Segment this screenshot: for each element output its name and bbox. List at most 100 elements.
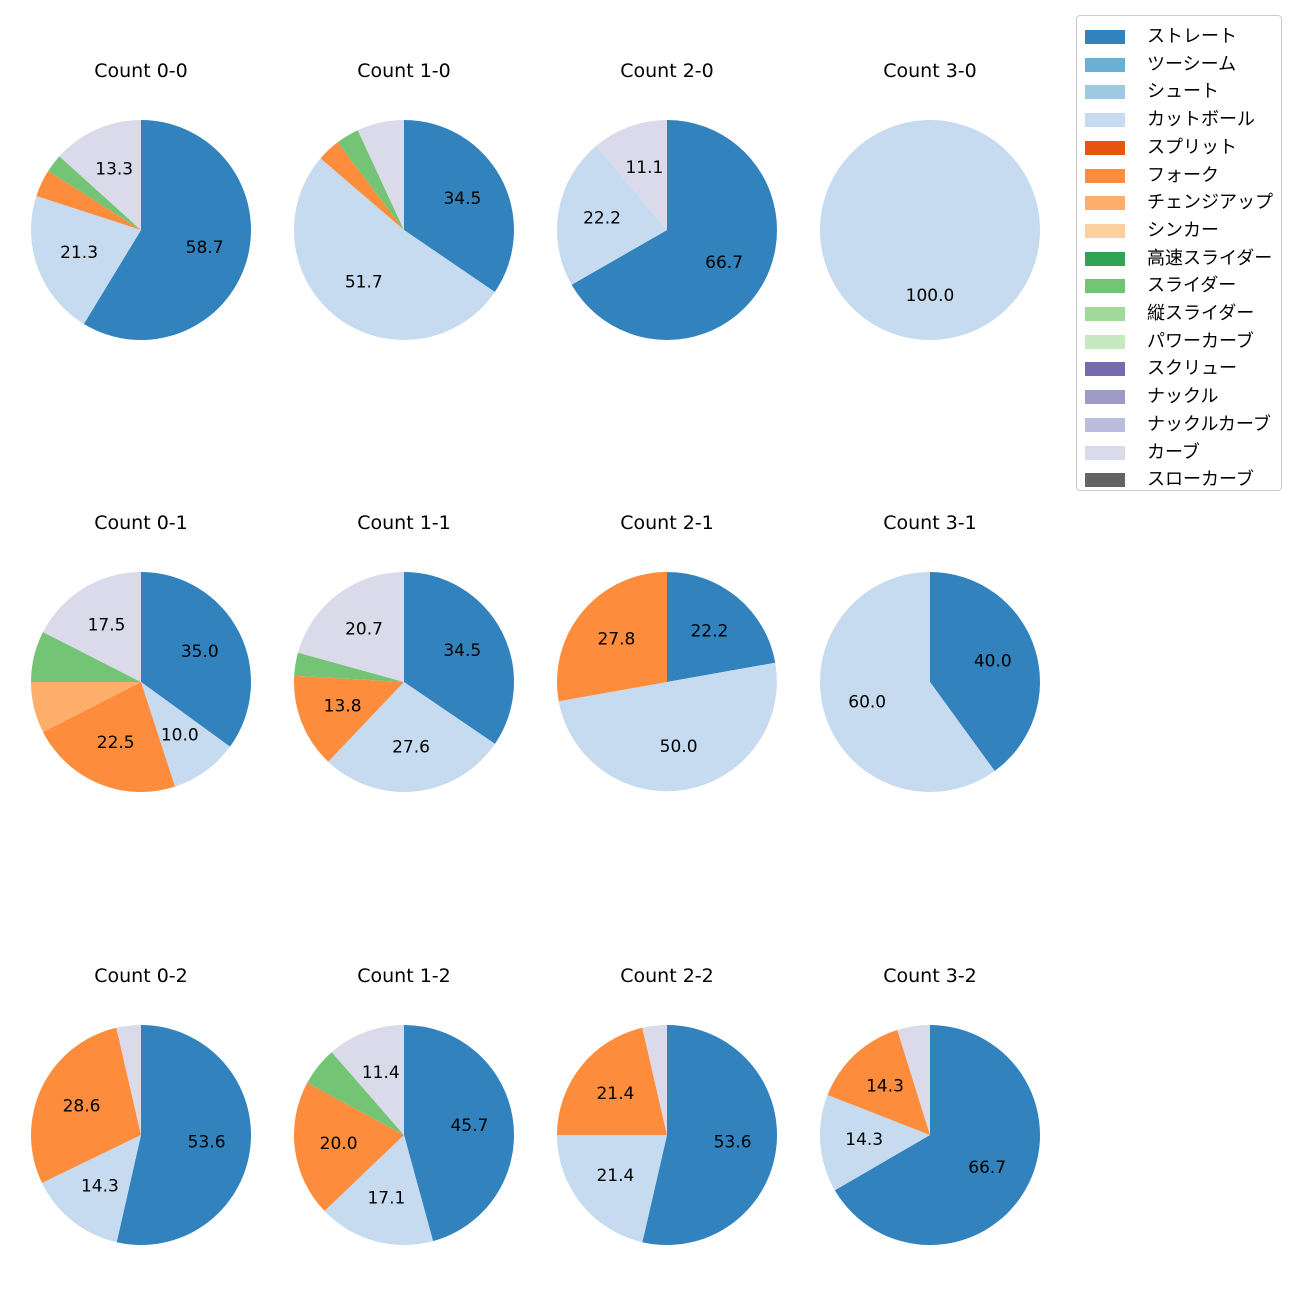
pie-slice [328, 682, 495, 792]
slice-label: 14.3 [866, 1077, 904, 1097]
pie-slice [404, 120, 514, 293]
slice-label: 35.0 [181, 642, 219, 662]
legend-label: シュート [1147, 81, 1219, 103]
slice-label: 45.7 [450, 1116, 488, 1136]
pie-chart: Count 2-1 22.2 50.0 27.8 [557, 512, 777, 792]
pie-slice [297, 572, 404, 682]
slice-label: 66.7 [705, 253, 743, 273]
legend-item: スクリュー [1085, 356, 1281, 380]
legend-swatch [1085, 223, 1125, 238]
pie-title: Count 1-1 [357, 512, 451, 534]
slice-label: 40.0 [974, 652, 1012, 672]
legend-swatch [1085, 251, 1125, 266]
legend-swatch [1085, 307, 1125, 321]
pie-slice [357, 120, 404, 230]
pie-slice [42, 682, 175, 793]
pie-slice [320, 142, 404, 230]
legend-label: チェンジアップ [1147, 192, 1273, 214]
legend-item: シンカー [1085, 218, 1281, 242]
slice-label: 53.6 [188, 1132, 226, 1152]
pie-title: Count 0-1 [94, 512, 188, 534]
legend-label: ストレート [1147, 26, 1237, 47]
legend-label: パワーカーブ [1147, 330, 1254, 352]
legend-swatch [1085, 113, 1125, 128]
legend-label: ツーシーム [1147, 53, 1237, 75]
slice-label: 66.7 [968, 1158, 1006, 1178]
legend-item: ストレート [1085, 24, 1281, 48]
slice-label: 100.0 [906, 286, 955, 306]
pie-slice [141, 572, 252, 747]
pie-slice [59, 119, 141, 230]
slice-label: 28.6 [63, 1097, 101, 1117]
pie-title: Count 0-2 [94, 965, 188, 987]
pie-title: Count 2-1 [620, 512, 714, 534]
slice-label: 58.7 [186, 238, 224, 258]
pie-title: Count 3-0 [883, 60, 977, 82]
legend-label: カットボール [1147, 109, 1255, 131]
legend-swatch [1085, 334, 1125, 349]
slice-label: 10.0 [161, 725, 199, 745]
legend-item: 高速スライダー [1085, 246, 1281, 270]
pie-chart: Count 2-0 66.7 22.2 11.1 [556, 60, 777, 340]
legend-swatch [1085, 57, 1125, 72]
pie-title: Count 1-0 [357, 60, 451, 82]
legend-label: ナックルカーブ [1147, 413, 1271, 435]
slice-label: 34.5 [443, 189, 481, 209]
pie-slice [642, 1025, 777, 1246]
legend-label: スローカーブ [1147, 469, 1254, 491]
legend-swatch [1085, 168, 1125, 183]
slice-label: 22.2 [690, 621, 728, 641]
pie-title: Count 0-0 [94, 60, 188, 82]
pie-slice [571, 120, 777, 340]
legend-item: スローカーブ [1085, 467, 1281, 491]
pie-slice [307, 1052, 404, 1135]
pie-slice [30, 196, 142, 324]
slice-label: 20.7 [345, 620, 383, 640]
legend-item: ツーシーム [1085, 52, 1281, 76]
legend-item: ナックル [1085, 384, 1281, 408]
slice-label: 60.0 [848, 692, 886, 712]
pie-slice [404, 1025, 514, 1242]
pie-slice [31, 632, 141, 682]
pie-chart: Count 1-0 34.5 51.7 [293, 60, 514, 341]
pie-slice [819, 1095, 930, 1191]
pie-title: Count 2-0 [620, 60, 714, 82]
slice-label: 13.8 [324, 696, 362, 716]
pie-chart: Count 1-2 45.7 17.1 20.0 11.4 [294, 965, 514, 1245]
pie-slice [48, 156, 142, 230]
slice-label: 14.3 [845, 1130, 883, 1150]
slice-label: 13.3 [95, 160, 133, 180]
slice-label: 22.2 [583, 208, 621, 228]
pie-slice [116, 1025, 252, 1246]
pie-title: Count 3-2 [883, 965, 977, 987]
pie-chart: Count 3-0 100.0 [820, 60, 1040, 340]
legend-swatch [1085, 473, 1125, 488]
legend-item: 縦スライダー [1085, 301, 1281, 325]
pie-slice [294, 652, 404, 682]
slice-label: 11.1 [625, 158, 663, 178]
legend-label: シンカー [1147, 219, 1219, 241]
legend-label: スプリット [1147, 136, 1237, 158]
legend-item: カーブ [1085, 440, 1281, 464]
legend-label: カーブ [1147, 441, 1200, 463]
pie-slice [930, 572, 1040, 771]
legend: ストレートツーシームシュートカットボール スプリットフォークチェンジアップ シンカー… [1076, 15, 1282, 491]
pie-slice [31, 1027, 141, 1183]
legend-label: フォーク [1147, 164, 1219, 186]
legend-swatch [1085, 390, 1125, 405]
pie-slice [827, 1029, 930, 1135]
pie-slice [834, 1025, 1040, 1245]
pie-slice [557, 1135, 667, 1243]
slice-label: 17.1 [367, 1189, 405, 1209]
pie-slice [558, 662, 777, 792]
pie-slice [141, 682, 230, 787]
pie-chart: Count 0-0 58.7 21.3 13.3 [30, 60, 252, 340]
pie-slice [83, 120, 252, 340]
pie-title: Count 3-1 [883, 512, 977, 534]
slice-label: 27.8 [597, 630, 635, 650]
legend-label: ナックル [1147, 386, 1219, 408]
legend-swatch [1085, 362, 1125, 377]
slice-label: 21.3 [60, 243, 98, 263]
